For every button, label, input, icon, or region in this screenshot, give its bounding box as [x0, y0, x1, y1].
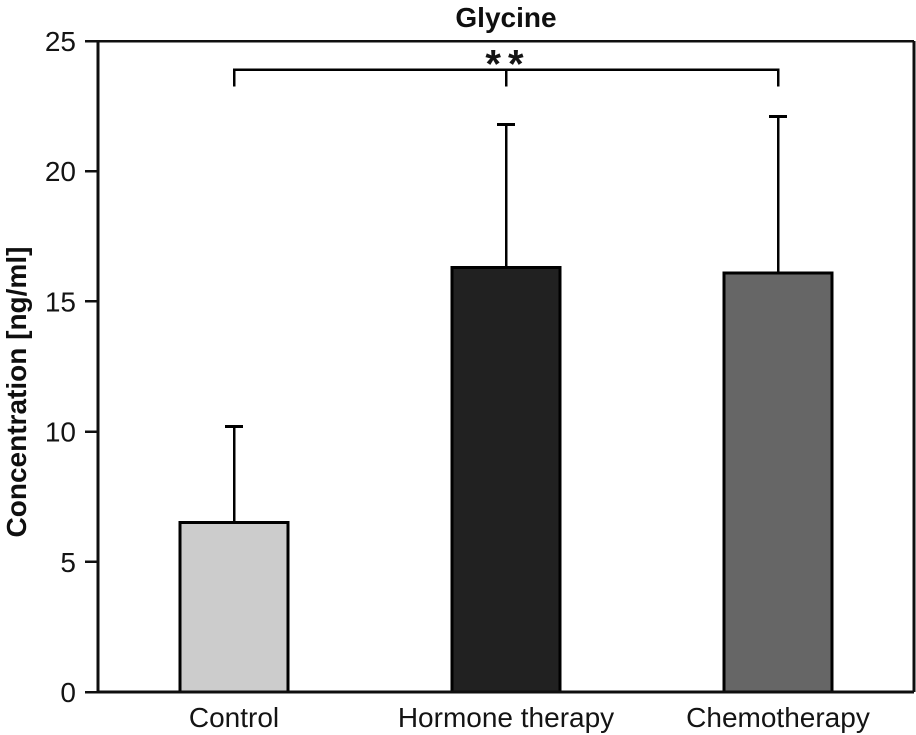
- x-category-label-hormone-therapy: Hormone therapy: [398, 702, 614, 733]
- y-tick-label-15: 15: [45, 286, 76, 317]
- y-tick-label-0: 0: [60, 677, 76, 708]
- y-tick-label-5: 5: [60, 547, 76, 578]
- significance-label: **: [485, 43, 530, 87]
- y-tick-label-20: 20: [45, 156, 76, 187]
- y-tick-label-10: 10: [45, 417, 76, 448]
- chart-title: Glycine: [455, 2, 557, 33]
- bar-chemotherapy: [722, 271, 834, 694]
- bar-hormone-therapy: [450, 266, 562, 694]
- bar-control: [178, 521, 290, 694]
- y-tick-label-25: 25: [45, 26, 76, 57]
- x-category-label-control: Control: [189, 702, 279, 733]
- x-category-label-chemotherapy: Chemotherapy: [686, 702, 870, 733]
